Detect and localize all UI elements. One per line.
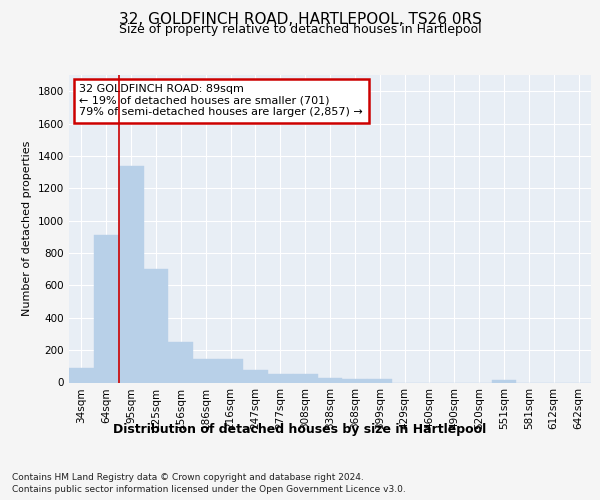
Bar bbox=[119, 166, 143, 382]
Bar bbox=[69, 368, 94, 382]
Bar bbox=[268, 374, 293, 382]
Bar bbox=[491, 380, 517, 382]
Bar bbox=[367, 380, 392, 382]
Bar bbox=[243, 370, 268, 382]
Bar bbox=[143, 269, 169, 382]
Bar bbox=[193, 359, 218, 382]
Bar bbox=[343, 380, 367, 382]
Bar bbox=[293, 374, 317, 382]
Text: 32, GOLDFINCH ROAD, HARTLEPOOL, TS26 0RS: 32, GOLDFINCH ROAD, HARTLEPOOL, TS26 0RS bbox=[119, 12, 481, 28]
Bar bbox=[169, 342, 193, 382]
Text: 32 GOLDFINCH ROAD: 89sqm
← 19% of detached houses are smaller (701)
79% of semi-: 32 GOLDFINCH ROAD: 89sqm ← 19% of detach… bbox=[79, 84, 363, 117]
Text: Size of property relative to detached houses in Hartlepool: Size of property relative to detached ho… bbox=[119, 24, 481, 36]
Text: Contains HM Land Registry data © Crown copyright and database right 2024.: Contains HM Land Registry data © Crown c… bbox=[12, 472, 364, 482]
Text: Contains public sector information licensed under the Open Government Licence v3: Contains public sector information licen… bbox=[12, 485, 406, 494]
Y-axis label: Number of detached properties: Number of detached properties bbox=[22, 141, 32, 316]
Bar bbox=[218, 359, 243, 382]
Text: Distribution of detached houses by size in Hartlepool: Distribution of detached houses by size … bbox=[113, 422, 487, 436]
Bar bbox=[94, 235, 119, 382]
Bar bbox=[317, 378, 343, 382]
